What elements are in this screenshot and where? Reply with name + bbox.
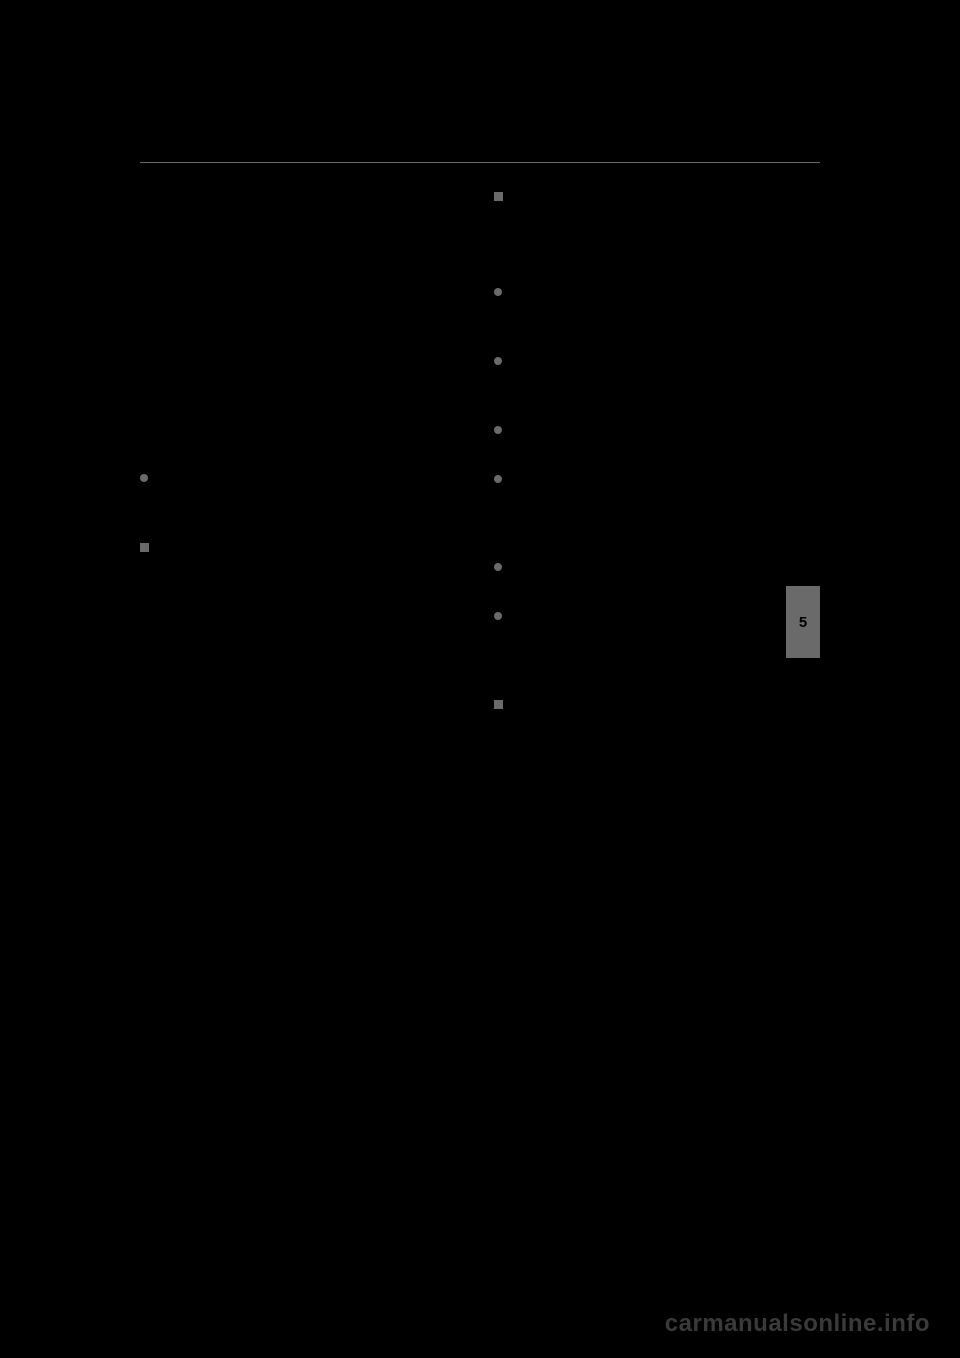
square-icon [140, 543, 149, 552]
bullet-icon [494, 612, 502, 620]
bullet-text: When the map data for the surrounding ar… [508, 354, 801, 408]
bullet-text: When driving on a highway with many curv… [508, 560, 805, 595]
bullet-item: When the map data for the surrounding ar… [494, 352, 820, 411]
section-heading: Situations in which the curve speed redu… [509, 187, 820, 226]
bullet-icon [494, 475, 502, 483]
page-content: 369 5-5. Using the driving support syste… [140, 130, 820, 772]
bullet-item: When the curve speed reduction function … [494, 607, 820, 685]
bullet-item: When driving on a highway with many curv… [494, 558, 820, 597]
bullet-text: When the curve speed reduction function … [508, 609, 795, 683]
section-path: 5-5. Using the driving support systems [582, 137, 820, 153]
page-header: 369 5-5. Using the driving support syste… [140, 130, 820, 163]
chapter-tab: 5 [786, 586, 820, 658]
bullet-item: When the vehicle is driving in a tempora… [494, 470, 820, 548]
bullet-icon [140, 474, 148, 482]
warning-item: When the shift lever is in a position ot… [140, 469, 466, 528]
paragraph: control mode, make sure to decelerate th… [140, 562, 466, 640]
two-column-layout: vehicle speed in order to maintain the d… [140, 187, 820, 772]
bullet-text: When the vehicle's positioning is unstab… [508, 285, 812, 339]
chapter-number: 5 [799, 612, 807, 633]
bullet-icon [494, 563, 502, 571]
paragraph: In situations such as the following, the… [494, 230, 820, 269]
bullet-icon [494, 288, 502, 296]
right-column: Situations in which the curve speed redu… [494, 187, 820, 772]
paragraph: For safe use: →P. 286 [494, 739, 820, 759]
bullet-text: When the vehicle is driving in a tempora… [508, 472, 814, 546]
heading-text: WARNING [155, 540, 220, 555]
page-number: 369 [140, 130, 177, 156]
paragraph: vehicle speed in order to maintain the d… [140, 187, 466, 304]
square-icon [494, 192, 503, 201]
section-heading: Warning message and buzzers for dynamic … [509, 695, 820, 734]
bullet-item: When the vehicle's positioning is unstab… [494, 283, 820, 342]
watermark: carmanualsonline.info [665, 1310, 930, 1338]
section-heading: WARNING [155, 538, 466, 558]
heading-text: Situations in which the curve speed redu… [509, 189, 804, 224]
warning-text: When the shift lever is in a position ot… [154, 471, 456, 525]
bullet-item: When the actual road differs from the ma… [494, 421, 820, 460]
square-icon [494, 700, 503, 709]
bullet-icon [494, 357, 502, 365]
left-column: vehicle speed in order to maintain the d… [140, 187, 466, 772]
paragraph: If vehicle-to-vehicle distance control m… [140, 318, 466, 455]
heading-text: Warning message and buzzers for dynamic … [509, 697, 786, 732]
bullet-icon [494, 426, 502, 434]
bullet-text: When the actual road differs from the ma… [508, 423, 794, 458]
